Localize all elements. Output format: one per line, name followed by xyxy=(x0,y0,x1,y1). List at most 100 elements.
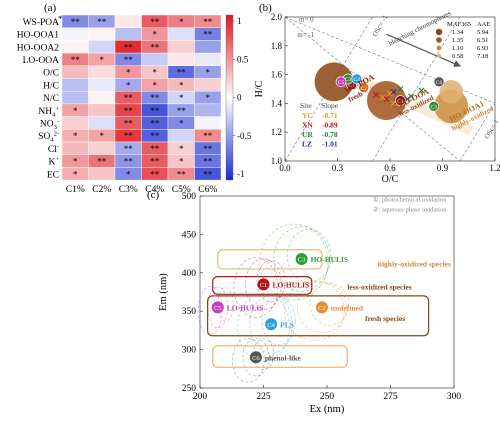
heatmap-cell xyxy=(141,52,169,66)
heatmap-cell xyxy=(194,167,222,181)
significance-mark: * xyxy=(179,80,184,90)
y-axis-label: Em (nm) xyxy=(158,273,169,311)
contour-line xyxy=(283,280,345,341)
heatmap-row-label: N/C xyxy=(43,94,59,104)
contour-line xyxy=(259,223,329,301)
heatmap-cell xyxy=(61,116,89,130)
heatmap-row-label: NO3- xyxy=(40,118,59,131)
y-tick-label: 400 xyxy=(182,269,197,279)
significance-mark: * xyxy=(126,169,131,179)
contour-line xyxy=(287,229,332,283)
size-legend-aae: 6.51 xyxy=(477,37,488,44)
component-centroid-id: C5 xyxy=(214,305,222,312)
ref-line-osc-minus1 xyxy=(284,16,373,162)
contour-line xyxy=(237,293,290,362)
significance-mark: ** xyxy=(71,55,81,65)
eem-peak-panel: (c) C1 LO-HULIS C2 undefined C3 HO-HULIS C4 PLS… xyxy=(147,189,461,415)
heatmap-row-label: K+ xyxy=(48,156,59,168)
contour-line xyxy=(233,257,279,318)
significance-mark: ** xyxy=(150,106,160,116)
component-label: undefined xyxy=(331,303,364,312)
panel-a-label: (a) xyxy=(44,2,57,14)
size-legend-maf: 0.58 xyxy=(452,53,463,60)
y-tick-label: 1.2 xyxy=(271,127,282,137)
heatmap-row-label: EC xyxy=(47,170,59,180)
significance-mark: ** xyxy=(150,169,160,179)
heatmap-cell xyxy=(88,141,116,155)
contour-line xyxy=(297,281,347,334)
significance-mark: ** xyxy=(150,144,160,154)
species-box xyxy=(217,249,323,270)
heatmap-column-label: C6% xyxy=(198,185,217,195)
site-legend-slope: -1.01 xyxy=(322,140,338,149)
panel-c-label: (c) xyxy=(147,189,160,201)
plot-c-frame xyxy=(199,195,455,389)
significance-mark: ** xyxy=(124,144,134,154)
site-legend-slope: -0.71 xyxy=(322,111,338,120)
heatmap-row-labels: WS-POA HO-OOA1 HO-OOA2 LO-OOA O/C H/C N/CNH4+N… xyxy=(17,18,60,180)
significance-mark: ** xyxy=(124,106,134,116)
site-point xyxy=(397,86,404,92)
significance-mark: ** xyxy=(203,169,213,179)
significance-mark: * xyxy=(73,131,78,141)
panel-b-label: (b) xyxy=(259,2,272,14)
heatmap-row-label: H/C xyxy=(43,81,59,91)
contour-line xyxy=(310,282,350,326)
heatmap-row-label: HO-OOA1 xyxy=(17,31,59,41)
size-legend-maf: 1.10 xyxy=(452,45,463,52)
site-point xyxy=(387,90,393,97)
component-centroid-id: C3 xyxy=(298,256,306,263)
significance-mark: * xyxy=(153,30,158,40)
heatmap-cells xyxy=(61,14,222,181)
heatmap-row-label: HO-OOA2 xyxy=(17,43,59,53)
significance-mark: * xyxy=(73,106,78,116)
contour-line xyxy=(261,297,296,346)
significance-mark: ** xyxy=(97,157,107,167)
site-point xyxy=(373,91,379,98)
colorbar-ticks: 1 0.5 0 -0.5 -1 xyxy=(233,16,252,179)
site-legend-header-site: Site xyxy=(300,101,312,110)
x-tick-label: 200 xyxy=(193,392,208,402)
ref-line-m-half xyxy=(284,16,496,104)
heatmap-cell xyxy=(194,78,222,92)
heatmap-column-label: C2% xyxy=(92,185,111,195)
significance-mark: ** xyxy=(203,131,213,141)
heatmap-cell xyxy=(61,65,89,79)
component-marker xyxy=(335,76,347,88)
component-marker-label: C3 xyxy=(345,77,352,83)
heatmap-cell xyxy=(88,103,116,117)
heatmap-cell xyxy=(194,116,222,130)
contour-line xyxy=(231,338,265,383)
significance-mark: ** xyxy=(124,42,134,52)
heatmap-cell xyxy=(88,40,116,54)
y-tick-label: 300 xyxy=(182,346,197,356)
component-marker xyxy=(358,82,370,93)
x-tick-label: 0.0 xyxy=(279,163,291,173)
component-label: PLS xyxy=(280,320,294,329)
x-tick-label: 250 xyxy=(320,392,335,402)
size-legend-swatch xyxy=(436,45,442,51)
y-tick-label: 2.0 xyxy=(271,12,283,22)
heatmap-row-label: LO-OOA xyxy=(23,56,60,66)
ref-label-m0: m= 0 xyxy=(299,15,314,23)
contour-line xyxy=(249,295,293,354)
size-legend-maf: 1.34 xyxy=(452,29,464,36)
colorbar-tick-label: 1 xyxy=(237,16,242,26)
heatmap-cell xyxy=(167,129,195,143)
plot-b-axes: 0.0 0.3 0.6 0.9 1.2 1.0 1.2 1.4 1.6 1.8 2.0 O/C H/C xyxy=(254,12,500,185)
ref-line-m-1 xyxy=(284,16,461,162)
x-tick-label: 0.6 xyxy=(384,163,396,173)
size-legend-aae: 6.93 xyxy=(477,45,488,52)
component-marker xyxy=(428,100,440,112)
significance-mark: ** xyxy=(150,157,160,167)
process-legend-item: ①: photochemical oxidation xyxy=(373,195,447,203)
heatmap-cell xyxy=(167,40,195,54)
component-marker-label: C1 xyxy=(397,99,404,105)
x-tick-label: 1.2 xyxy=(489,163,500,173)
component-centroids: C1 LO-HULIS C2 undefined C3 HO-HULIS C4 PLS C5 LO… xyxy=(211,252,364,364)
factor-bubble xyxy=(439,80,464,104)
size-legend-aae: 7.18 xyxy=(477,53,488,60)
component-centroid xyxy=(249,351,262,364)
plot-c-annotations: highly-oxidized species less-oxidized spe… xyxy=(347,260,451,324)
significance-mark: ** xyxy=(150,17,160,27)
